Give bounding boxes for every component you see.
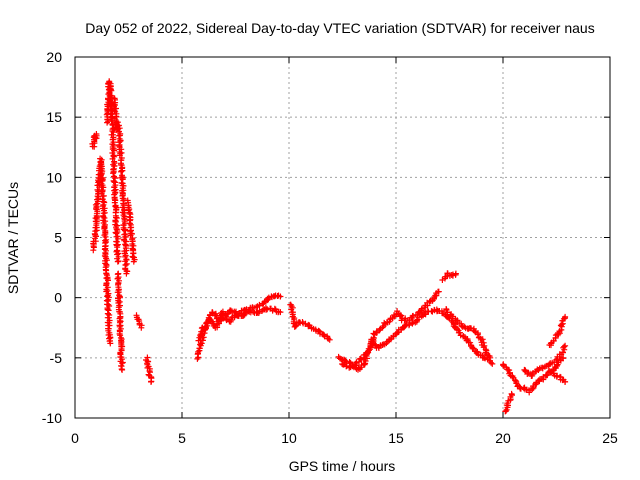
y-tick-label: 10 bbox=[46, 169, 62, 185]
data-point bbox=[559, 354, 566, 361]
y-tick-label: 20 bbox=[46, 49, 62, 65]
data-point bbox=[202, 323, 209, 330]
data-point bbox=[198, 340, 205, 347]
data-point bbox=[130, 258, 137, 265]
y-tick-label: 0 bbox=[54, 290, 62, 306]
data-point bbox=[98, 183, 105, 190]
x-axis-label: GPS time / hours bbox=[289, 458, 396, 474]
data-point bbox=[110, 153, 117, 159]
data-point bbox=[305, 323, 312, 330]
data-point bbox=[500, 362, 506, 369]
x-tick-label: 15 bbox=[388, 430, 404, 446]
x-tick-label: 5 bbox=[178, 430, 186, 446]
data-point bbox=[119, 366, 126, 373]
data-point bbox=[410, 312, 417, 319]
data-point bbox=[562, 313, 569, 320]
data-point bbox=[195, 348, 202, 355]
data-point bbox=[489, 360, 496, 367]
y-tick-labels: -10 -5 0 5 10 15 20 bbox=[42, 49, 62, 426]
data-point bbox=[97, 155, 104, 162]
data-point bbox=[197, 332, 204, 339]
x-tick-label: 20 bbox=[495, 430, 511, 446]
data-point bbox=[115, 132, 122, 139]
data-point bbox=[326, 336, 333, 343]
y-tick-label: -10 bbox=[42, 410, 62, 426]
data-point bbox=[119, 209, 126, 216]
data-point bbox=[227, 307, 234, 314]
data-point bbox=[114, 119, 121, 126]
data-point bbox=[93, 131, 100, 137]
y-tick-label: 15 bbox=[46, 109, 62, 125]
data-point bbox=[203, 319, 210, 326]
data-point bbox=[138, 324, 145, 331]
data-point bbox=[562, 342, 569, 349]
data-point bbox=[277, 309, 284, 316]
data-point bbox=[357, 355, 364, 362]
data-point bbox=[106, 79, 113, 86]
y-tick-label: 5 bbox=[54, 230, 62, 246]
data-point bbox=[562, 378, 569, 385]
data-point bbox=[256, 301, 263, 308]
x-tick-labels: 0 5 10 15 20 25 bbox=[71, 430, 618, 446]
data-point bbox=[487, 354, 494, 361]
data-point bbox=[508, 390, 515, 397]
data-point bbox=[277, 293, 284, 300]
data-point bbox=[97, 165, 104, 172]
data-point bbox=[479, 336, 486, 343]
data-point bbox=[488, 359, 495, 366]
x-tick-label: 25 bbox=[602, 430, 618, 446]
data-points bbox=[89, 78, 569, 415]
data-point bbox=[449, 315, 456, 322]
data-point bbox=[528, 371, 535, 378]
chart-title: Day 052 of 2022, Sidereal Day-to-day VTE… bbox=[85, 20, 594, 36]
data-point bbox=[452, 270, 459, 277]
grid-lines bbox=[75, 57, 610, 418]
data-point bbox=[416, 314, 422, 321]
data-point bbox=[413, 317, 420, 324]
data-point bbox=[123, 270, 130, 277]
data-point bbox=[123, 260, 130, 267]
data-point bbox=[512, 377, 519, 384]
data-point bbox=[349, 363, 356, 370]
y-axis-label: SDTVAR / TECUs bbox=[5, 182, 21, 294]
data-point bbox=[471, 328, 478, 335]
data-point bbox=[418, 305, 425, 312]
data-point bbox=[535, 377, 542, 384]
x-tick-label: 10 bbox=[281, 430, 297, 446]
data-point bbox=[253, 304, 260, 311]
data-point bbox=[435, 288, 442, 295]
data-point bbox=[106, 322, 113, 329]
data-point bbox=[457, 329, 463, 336]
data-point bbox=[110, 170, 117, 177]
data-point bbox=[106, 89, 113, 96]
data-point bbox=[114, 258, 121, 265]
data-point bbox=[112, 203, 119, 210]
data-point bbox=[509, 373, 516, 380]
data-point bbox=[342, 357, 349, 364]
data-point bbox=[195, 337, 202, 344]
data-point bbox=[117, 138, 124, 145]
data-point bbox=[92, 201, 99, 208]
data-point bbox=[118, 168, 124, 175]
data-point bbox=[529, 385, 536, 392]
axis-ticks bbox=[74, 56, 611, 419]
data-point bbox=[561, 343, 568, 350]
y-tick-label: -5 bbox=[50, 350, 63, 366]
x-tick-label: 0 bbox=[71, 430, 79, 446]
data-point bbox=[148, 378, 154, 385]
data-point bbox=[114, 289, 121, 296]
data-point bbox=[107, 340, 114, 347]
